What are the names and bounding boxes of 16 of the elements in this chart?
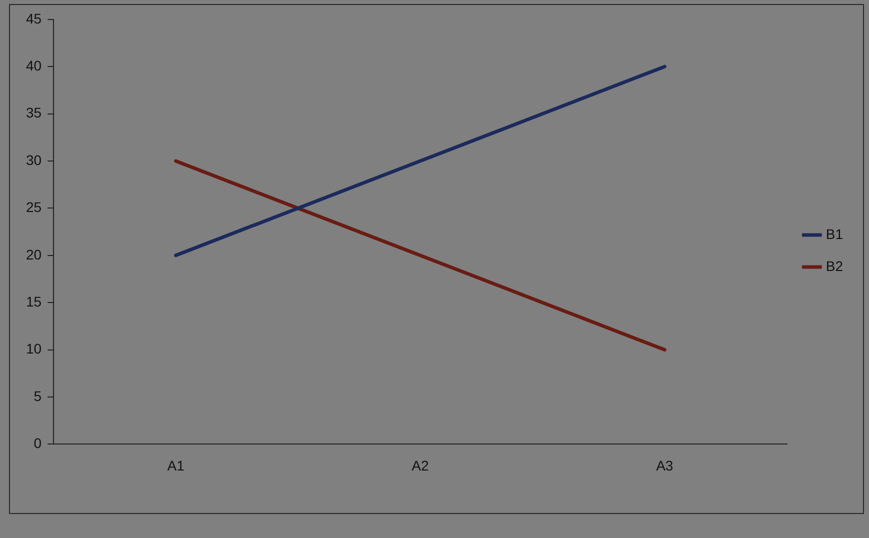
y-tick-label: 40	[26, 57, 42, 74]
y-tick-label: 45	[26, 10, 42, 26]
y-tick-label: 25	[26, 199, 42, 216]
x-tick-label: A3	[656, 457, 674, 474]
y-tick-label: 5	[34, 388, 42, 404]
legend-label: B2	[826, 258, 844, 274]
y-tick-label: 10	[26, 340, 42, 357]
chart-frame: B1 B2 A1 A2 A3 0 5 10 15 20 25 30 35 40 45	[9, 4, 864, 514]
y-tick-label: 15	[26, 293, 42, 310]
y-tick-label: 0	[34, 435, 42, 452]
x-tick-label: A2	[412, 457, 429, 474]
y-tick-label: 35	[26, 104, 42, 121]
y-tick-label: 20	[26, 246, 42, 262]
x-tick-label: A1	[167, 457, 185, 474]
y-tick-label: 30	[26, 152, 42, 168]
legend-label: B1	[826, 226, 844, 242]
